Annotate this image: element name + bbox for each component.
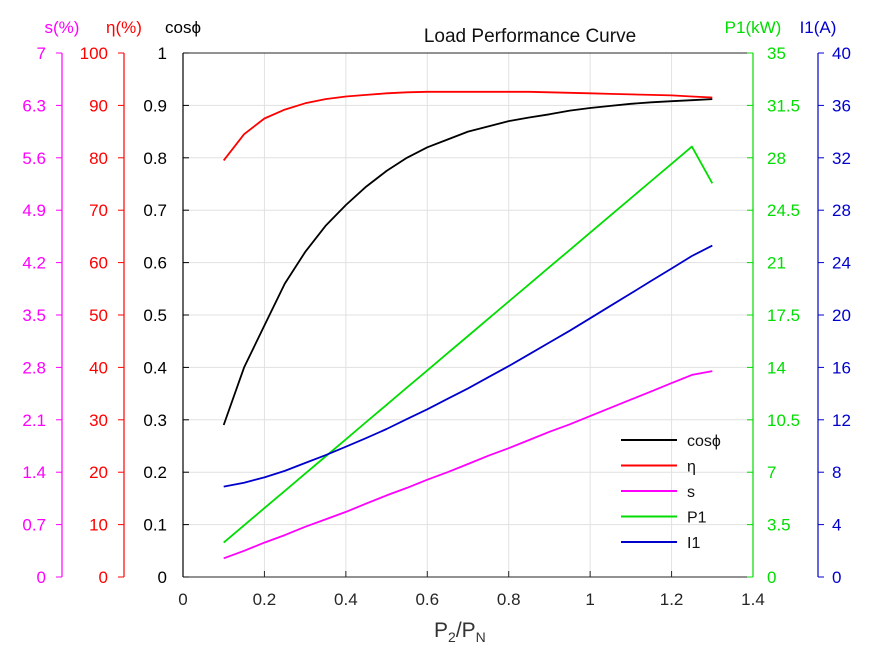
- legend-label-s: s: [687, 484, 695, 501]
- p1-tick-label: 24.5: [767, 201, 800, 220]
- x-label-sub-2: 2: [448, 629, 456, 645]
- p1-tick-label: 17.5: [767, 306, 800, 325]
- i1-tick-label: 20: [832, 306, 851, 325]
- i1-tick-label: 24: [832, 254, 851, 273]
- x-tick-label: 1.4: [741, 590, 765, 609]
- cos-tick-label: 0: [158, 568, 167, 587]
- x-tick-label: 0.8: [497, 590, 521, 609]
- cos-tick-label: 0.9: [143, 96, 167, 115]
- eta-tick-label: 50: [89, 306, 108, 325]
- eta-tick-label: 90: [89, 96, 108, 115]
- cos-tick-label: 0.1: [143, 516, 167, 535]
- series-line-cos: [222, 98, 713, 426]
- eta-tick-label: 100: [80, 44, 108, 63]
- s-tick-label: 0: [37, 568, 46, 587]
- eta-tick-label: 10: [89, 516, 108, 535]
- x-tick-label: 0.6: [415, 590, 439, 609]
- chart-title: Load Performance Curve: [424, 26, 636, 47]
- x-axis-label: P2/PN: [434, 619, 486, 645]
- x-tick-label: 1: [585, 590, 594, 609]
- s-tick-label: 4.9: [22, 201, 46, 220]
- s-tick-label: 5.6: [22, 149, 46, 168]
- i1-tick-label: 12: [832, 411, 851, 430]
- x-label-sub-n: N: [476, 629, 486, 645]
- x-tick-label: 1.2: [660, 590, 684, 609]
- series-line-p1: [223, 145, 714, 544]
- svg-text:P2/PN: P2/PN: [434, 619, 486, 645]
- s-tick-label: 7: [37, 44, 46, 63]
- cos-tick-label: 0.5: [143, 306, 167, 325]
- i1-tick-label: 4: [832, 516, 841, 535]
- s-tick-label: 0.7: [22, 516, 46, 535]
- eta-tick-label: 70: [89, 201, 108, 220]
- eta-tick-label: 40: [89, 358, 108, 377]
- series-line-eta: [222, 90, 713, 161]
- p1-tick-label: 7: [767, 463, 776, 482]
- cos-tick-label: 0.8: [143, 149, 167, 168]
- series-line-i1: [223, 244, 713, 488]
- i1-tick-label: 36: [832, 96, 851, 115]
- i1-tick-label: 0: [832, 568, 841, 587]
- cos-tick-label: 0.2: [143, 463, 167, 482]
- x-label-p: P: [434, 619, 448, 642]
- eta-tick-label: 30: [89, 411, 108, 430]
- p1-tick-label: 0: [767, 568, 776, 587]
- cos-tick-label: 0.3: [143, 411, 167, 430]
- legend-label-cos: cosϕ: [687, 433, 721, 450]
- p1-tick-label: 31.5: [767, 96, 800, 115]
- s-tick-label: 2.1: [22, 411, 46, 430]
- series-layer: [222, 90, 714, 560]
- p1-tick-label: 35: [767, 44, 786, 63]
- axes-layer: 0 0.2 0.4 0.6 0.8 1 1.2 1.400.71.42.12.83.54.24…: [22, 18, 851, 609]
- cos-tick-label: 1: [158, 44, 167, 63]
- p1-tick-label: 14: [767, 358, 786, 377]
- p1-tick-label: 21: [767, 254, 786, 273]
- cos-tick-label: 0.4: [143, 358, 167, 377]
- legend-label-eta: η: [687, 459, 696, 476]
- eta-tick-label: 0: [99, 568, 108, 587]
- x-tick-label: 0: [178, 590, 187, 609]
- i1-tick-label: 32: [832, 149, 851, 168]
- eta-tick-label: 80: [89, 149, 108, 168]
- i1-tick-label: 40: [832, 44, 851, 63]
- cos-tick-label: 0.6: [143, 254, 167, 273]
- series-line-s: [223, 370, 713, 560]
- cos-tick-label: 0.7: [143, 201, 167, 220]
- cos-axis-title: cosϕ: [165, 18, 201, 37]
- legend: cosϕ ηs P1 I1: [621, 433, 721, 552]
- p1-tick-label: 10.5: [767, 411, 800, 430]
- i1-axis-title: I1(A): [800, 18, 837, 37]
- p1-axis-title: P1(kW): [725, 18, 782, 37]
- x-tick-label: 0.2: [253, 590, 277, 609]
- legend-label-p1: P1: [687, 510, 707, 527]
- i1-tick-label: 28: [832, 201, 851, 220]
- eta-tick-label: 20: [89, 463, 108, 482]
- i1-tick-label: 8: [832, 463, 841, 482]
- x-label-slash-p: /P: [456, 619, 476, 642]
- s-tick-label: 4.2: [22, 254, 46, 273]
- legend-label-i1: I1: [687, 535, 700, 552]
- grid-layer: [183, 53, 753, 577]
- s-tick-label: 6.3: [22, 96, 46, 115]
- p1-tick-label: 3.5: [767, 516, 791, 535]
- s-axis-title: s(%): [45, 18, 80, 37]
- s-tick-label: 2.8: [22, 358, 46, 377]
- x-tick-label: 0.4: [334, 590, 358, 609]
- eta-axis-title: η(%): [106, 18, 142, 37]
- p1-tick-label: 28: [767, 149, 786, 168]
- s-tick-label: 1.4: [22, 463, 46, 482]
- s-tick-label: 3.5: [22, 306, 46, 325]
- eta-tick-label: 60: [89, 254, 108, 273]
- i1-tick-label: 16: [832, 358, 851, 377]
